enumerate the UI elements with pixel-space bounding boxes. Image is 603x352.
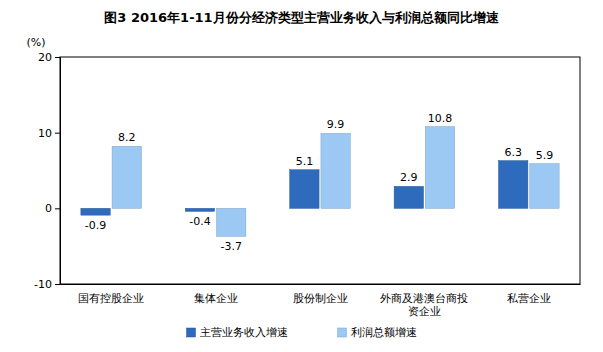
data-label: 6.3 [504, 146, 522, 159]
legend-swatch [187, 328, 196, 337]
bar [185, 208, 214, 211]
data-labels: -0.9 -0.4 5.1 2.9 6.3 8.2 -3.7 9.9 10.8 5.9 [85, 112, 553, 254]
data-label: -0.4 [189, 215, 210, 228]
bar [394, 186, 423, 208]
bar [290, 170, 319, 209]
data-label: -0.9 [85, 219, 106, 232]
y-tick-mark [55, 57, 60, 58]
y-axis: -10 0 10 20 [34, 51, 60, 291]
data-label: 5.1 [296, 155, 314, 168]
x-tick-label-line: 资企业 [408, 305, 441, 318]
legend-label: 主营业务收入增速 [200, 326, 288, 339]
legend-item: 主营业务收入增速 [187, 326, 288, 339]
y-tick-label: 10 [38, 127, 52, 140]
series [81, 161, 528, 215]
x-tick-label: 外商及港澳台商投资企业 [380, 292, 468, 318]
title: 图3 2016年1-11月份分经济类型主营业务收入与利润总额同比增速 [104, 10, 499, 25]
x-tick: 集体企业 [194, 292, 238, 305]
y-tick-mark [55, 133, 60, 134]
bars [81, 127, 559, 237]
bar [425, 127, 454, 209]
data-label: 2.9 [400, 171, 418, 184]
x-tick: 国有控股企业 [78, 292, 144, 305]
y-tick-mark [55, 208, 60, 209]
y-tick: 10 [38, 127, 60, 140]
x-tick: 私营企业 [507, 292, 551, 305]
x-axis: 国有控股企业 集体企业 股份制企业 外商及港澳台商投资企业 私营企业 [61, 285, 581, 319]
bar [499, 161, 528, 209]
data-label: 5.9 [536, 149, 554, 162]
bar [112, 146, 141, 208]
x-tick: 股份制企业 [293, 292, 348, 305]
x-tick-label: 股份制企业 [293, 292, 348, 305]
x-tick-label: 集体企业 [194, 292, 238, 305]
plot-frame [60, 57, 580, 284]
data-label: 9.9 [327, 118, 345, 131]
y-tick: 20 [38, 51, 60, 64]
y-tick: -10 [34, 278, 60, 291]
x-tick-label: 私营企业 [507, 292, 551, 305]
bar [81, 208, 110, 215]
data-label: 8.2 [118, 131, 136, 144]
y-label: (%) [26, 36, 45, 49]
y-axis-line [55, 58, 61, 285]
y-tick-mark [55, 284, 60, 285]
data-label: 10.8 [428, 112, 453, 125]
legend: 主营业务收入增速 利润总额增速 [187, 326, 417, 339]
data-label: -3.7 [220, 240, 241, 253]
y-tick: 0 [45, 202, 60, 215]
chart: 图3 2016年1-11月份分经济类型主营业务收入与利润总额同比增速 (%) -10… [0, 0, 603, 352]
bar [321, 133, 350, 208]
x-axis-line [61, 284, 581, 285]
legend-label: 利润总额增速 [351, 326, 417, 339]
series [112, 127, 559, 237]
legend-swatch [338, 328, 347, 337]
x-tick-label-line: 外商及港澳台商投 [380, 292, 468, 305]
bar [530, 164, 559, 209]
y-tick-label: -10 [34, 278, 52, 291]
x-tick: 外商及港澳台商投资企业 [380, 292, 468, 318]
bar [217, 208, 246, 236]
y-tick-label: 20 [38, 51, 52, 64]
plot: -10 0 10 20 国有控股企业 集体企业 股份制企业 外商及港澳台商投资企业 私营企业 -0… [34, 51, 580, 318]
y-tick-label: 0 [45, 202, 52, 215]
legend-item: 利润总额增速 [338, 326, 417, 339]
x-tick-label: 国有控股企业 [78, 292, 144, 305]
